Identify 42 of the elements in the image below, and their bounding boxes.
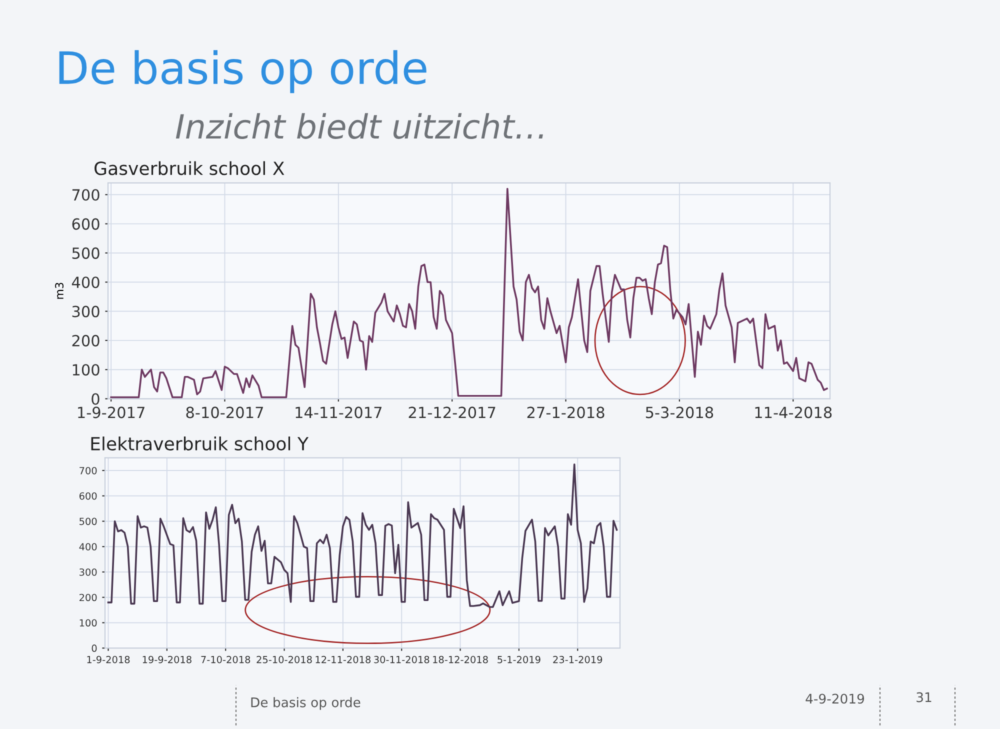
line-series xyxy=(107,464,618,608)
text: 31 xyxy=(916,692,932,702)
y-tick-label: 300 xyxy=(80,568,97,576)
y-tick-label: 300 xyxy=(72,306,100,318)
y-tick-label: 500 xyxy=(72,247,100,259)
x-tick-label: 1-9-2018 xyxy=(87,656,130,664)
y-tick-label: 700 xyxy=(72,189,100,201)
text: De basis op orde xyxy=(59,50,426,94)
y-tick-label: 500 xyxy=(80,518,97,526)
chart-title: Gasverbruik school X xyxy=(94,161,284,176)
x-tick-label: 25-10-2018 xyxy=(256,656,312,664)
x-tick-label: 23-1-2019 xyxy=(553,656,602,664)
x-tick-label: 27-1-2018 xyxy=(527,406,604,418)
y-tick-label: 0 xyxy=(92,393,100,405)
y-tick-label: 100 xyxy=(80,619,97,627)
x-tick-label: 30-11-2018 xyxy=(374,656,430,664)
y-axis-title: m3 xyxy=(55,282,64,299)
y-tick-label: 400 xyxy=(72,276,100,288)
text: 4-9-2019 xyxy=(806,694,864,704)
x-tick-label: 14-11-2017 xyxy=(296,406,382,418)
x-tick-label: 1-9-2017 xyxy=(78,406,144,418)
chart-title: Elektraverbruik school Y xyxy=(91,436,309,451)
x-tick-label: 19-9-2018 xyxy=(142,656,192,664)
text: Inzicht biedt uitzicht… xyxy=(176,113,543,139)
y-tick-label: 200 xyxy=(80,594,97,602)
x-tick-label: 7-10-2018 xyxy=(201,656,250,664)
y-tick-label: 200 xyxy=(72,334,100,346)
x-tick-label: 12-11-2018 xyxy=(316,656,371,664)
y-tick-label: 400 xyxy=(79,543,97,550)
y-tick-label: 600 xyxy=(72,218,100,230)
x-tick-label: 21-12-2017 xyxy=(408,406,496,418)
y-tick-label: 600 xyxy=(79,492,97,500)
text: De basis op orde xyxy=(251,697,360,710)
x-tick-label: 11-4-2018 xyxy=(755,406,832,418)
x-tick-label: 8-10-2017 xyxy=(186,406,263,418)
y-tick-label: 100 xyxy=(72,364,100,376)
y-tick-label: 700 xyxy=(80,466,97,474)
y-tick-label: 0 xyxy=(92,644,97,652)
x-tick-label: 18-12-2018 xyxy=(433,656,488,664)
x-tick-label: 5-1-2019 xyxy=(498,656,540,664)
x-tick-label: 5-3-2018 xyxy=(646,406,714,418)
line-series xyxy=(110,188,828,398)
